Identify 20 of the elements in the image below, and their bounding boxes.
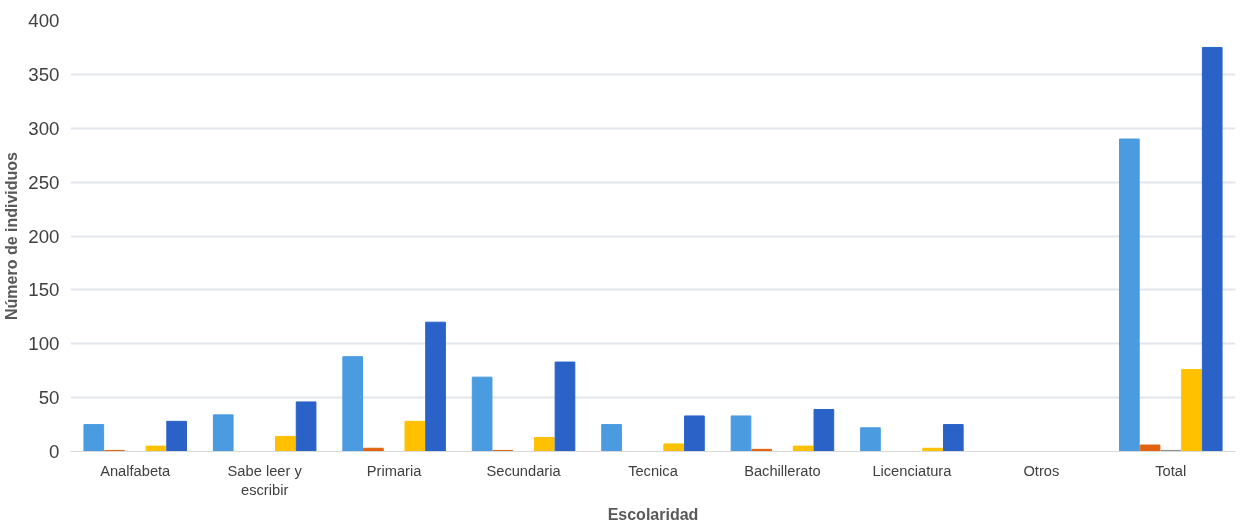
x-tick-label: Licenciatura xyxy=(872,462,953,479)
x-tick-label: Total xyxy=(1155,462,1187,479)
y-tick-label: 150 xyxy=(28,279,60,301)
x-tick-label: Bachillerato xyxy=(744,462,821,479)
x-tick-label: Sabe leer y escribir xyxy=(227,462,303,498)
y-tick-label: 0 xyxy=(49,441,60,462)
x-tick-label: Tecnica xyxy=(628,462,679,479)
x-tick-label: Otros xyxy=(1023,462,1060,479)
y-axis-title: Número de individuos xyxy=(3,151,21,321)
y-tick-label: 350 xyxy=(28,63,60,85)
x-tick-label: Primaria xyxy=(366,462,423,479)
y-tick-label: 400 xyxy=(28,10,60,31)
y-tick-label: 200 xyxy=(28,225,60,247)
y-tick-label: 250 xyxy=(28,171,60,193)
y-tick-label: 300 xyxy=(28,117,60,139)
x-axis-title: Escolaridad xyxy=(607,505,699,523)
y-tick-label: 100 xyxy=(28,333,60,355)
y-tick-label: 50 xyxy=(38,387,60,409)
x-tick-label: Secundaria xyxy=(486,462,562,479)
x-tick-label: Analfabeta xyxy=(100,462,172,479)
